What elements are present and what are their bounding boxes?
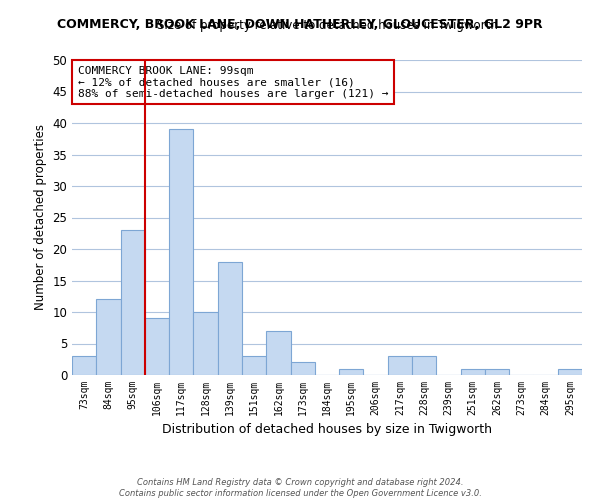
Bar	[388, 356, 412, 375]
X-axis label: Distribution of detached houses by size in Twigworth: Distribution of detached houses by size …	[162, 424, 492, 436]
Bar	[193, 312, 218, 375]
Bar	[290, 362, 315, 375]
Bar	[121, 230, 145, 375]
Bar	[96, 300, 121, 375]
Bar	[461, 368, 485, 375]
Bar	[169, 130, 193, 375]
Bar	[266, 331, 290, 375]
Bar	[339, 368, 364, 375]
Title: Size of property relative to detached houses in Twigworth: Size of property relative to detached ho…	[157, 20, 497, 32]
Y-axis label: Number of detached properties: Number of detached properties	[34, 124, 47, 310]
Bar	[485, 368, 509, 375]
Bar	[242, 356, 266, 375]
Text: Contains HM Land Registry data © Crown copyright and database right 2024.
Contai: Contains HM Land Registry data © Crown c…	[119, 478, 481, 498]
Bar	[558, 368, 582, 375]
Bar	[412, 356, 436, 375]
Text: COMMERCY BROOK LANE: 99sqm
← 12% of detached houses are smaller (16)
88% of semi: COMMERCY BROOK LANE: 99sqm ← 12% of deta…	[77, 66, 388, 99]
Bar	[145, 318, 169, 375]
Bar	[218, 262, 242, 375]
Text: COMMERCY, BROOK LANE, DOWN HATHERLEY, GLOUCESTER, GL2 9PR: COMMERCY, BROOK LANE, DOWN HATHERLEY, GL…	[57, 18, 543, 30]
Bar	[72, 356, 96, 375]
